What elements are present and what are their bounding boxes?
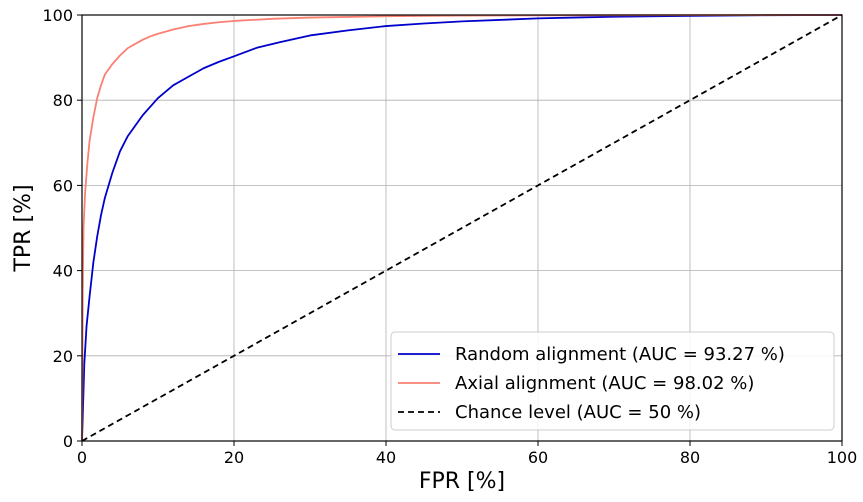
y-tick-label: 80 [53, 91, 73, 110]
series-layer [81, 14, 843, 442]
y-tick-label: 20 [53, 347, 73, 366]
plot-frame [81, 14, 843, 442]
x-tick-label: 60 [528, 448, 548, 467]
legend-axial-alignment: Axial alignment (AUC = 98.02 %) [398, 373, 754, 394]
x-tick-label: 100 [827, 448, 858, 467]
legend: Random alignment (AUC = 93.27 %) Axial al… [390, 331, 835, 431]
y-tick-label: 60 [53, 176, 73, 195]
y-tick-label: 100 [42, 6, 73, 25]
x-tick-label: 40 [376, 448, 396, 467]
legend-label: Chance level (AUC = 50 %) [455, 402, 701, 423]
x-tick-label: 0 [77, 448, 87, 467]
chance-level-line [81, 14, 843, 442]
random-alignment-line [81, 14, 843, 442]
legend-label: Axial alignment (AUC = 98.02 %) [455, 373, 754, 394]
legend-chance-level: Chance level (AUC = 50 %) [398, 402, 701, 423]
y-axis-label: TPR [%] [11, 184, 36, 272]
x-tick-label: 20 [224, 448, 244, 467]
legend-label: Random alignment (AUC = 93.27 %) [455, 344, 785, 365]
x-tick-label: 80 [680, 448, 700, 467]
legend-items: Random alignment (AUC = 93.27 %) Axial al… [398, 344, 785, 423]
x-axis-label: FPR [%] [419, 469, 505, 494]
legend-box [390, 331, 835, 431]
y-tick-label: 40 [53, 262, 73, 281]
legend-random-alignment: Random alignment (AUC = 93.27 %) [398, 344, 785, 365]
tick-layer: 0 20 40 60 80 100 0 20 40 60 80 100 [42, 6, 857, 467]
axial-alignment-line [81, 14, 843, 442]
y-tick-label: 0 [63, 432, 73, 451]
